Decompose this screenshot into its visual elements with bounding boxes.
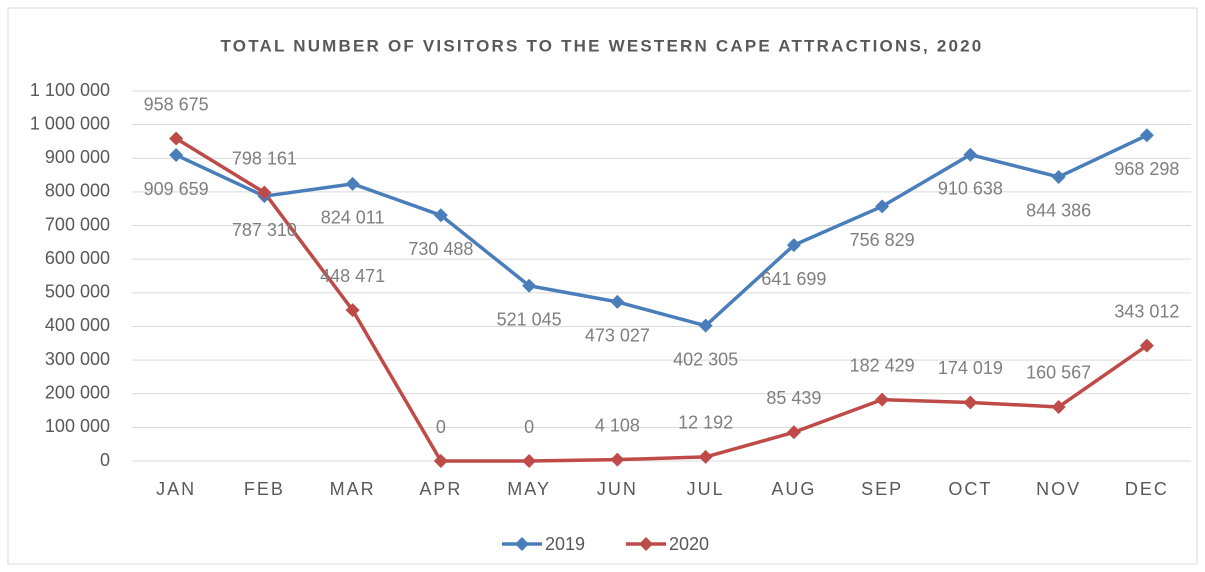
x-tick-label: JUN [597, 479, 638, 499]
data-label: 798 161 [232, 148, 297, 168]
marker [610, 294, 625, 309]
marker [169, 148, 184, 163]
data-label: 787 310 [232, 220, 297, 240]
marker [522, 454, 537, 468]
marker [875, 392, 890, 407]
series-line [175, 133, 1148, 328]
data-label: 448 471 [320, 266, 385, 286]
marker [698, 449, 713, 464]
x-tick-label: FEB [244, 479, 285, 499]
marker [433, 454, 448, 468]
x-tick-label: MAY [507, 479, 551, 499]
x-tick-label: SEP [861, 479, 903, 499]
x-tick-label: JUL [687, 479, 725, 499]
chart-border [7, 7, 1198, 565]
data-label: 343 012 [1114, 301, 1179, 321]
y-tick-label: 800 000 [45, 181, 110, 201]
x-tick-label: AUG [771, 479, 816, 499]
y-tick-label: 1 100 000 [30, 80, 110, 100]
marker [963, 147, 978, 162]
data-label: 402 305 [673, 349, 738, 369]
data-label: 4 108 [595, 415, 640, 435]
data-label: 958 675 [144, 94, 209, 114]
series-line [175, 137, 1148, 463]
data-label: 909 659 [144, 179, 209, 199]
marker [786, 238, 801, 253]
marker [1139, 128, 1154, 143]
legend-marker [515, 537, 529, 551]
marker [345, 176, 360, 191]
marker [786, 425, 801, 440]
marker [698, 318, 713, 333]
data-label: 730 488 [408, 239, 473, 259]
x-tick-label: APR [419, 479, 462, 499]
data-label: 756 829 [850, 230, 915, 250]
marker [1139, 338, 1154, 353]
data-label: 473 027 [585, 326, 650, 346]
chart-title: TOTAL NUMBER OF VISITORS TO THE WESTERN … [221, 36, 984, 55]
marker [257, 185, 272, 200]
marker [1051, 169, 1066, 184]
data-label: 641 699 [761, 269, 826, 289]
y-tick-label: 200 000 [45, 382, 110, 402]
data-label: 521 045 [497, 309, 562, 329]
data-label: 968 298 [1114, 159, 1179, 179]
legend-marker [639, 537, 653, 551]
legend-label: 2019 [545, 534, 585, 554]
y-tick-label: 100 000 [45, 416, 110, 436]
x-tick-label: DEC [1125, 479, 1169, 499]
data-label: 182 429 [850, 355, 915, 375]
x-tick-label: JAN [156, 479, 196, 499]
y-tick-label: 700 000 [45, 214, 110, 234]
x-tick-label: OCT [948, 479, 992, 499]
y-tick-label: 600 000 [45, 248, 110, 268]
marker [1051, 399, 1066, 414]
x-tick-label: MAR [330, 479, 376, 499]
marker [963, 395, 978, 410]
data-label: 0 [524, 417, 534, 437]
marker [433, 208, 448, 223]
y-tick-label: 400 000 [45, 315, 110, 335]
data-label: 85 439 [766, 388, 821, 408]
y-tick-label: 0 [100, 450, 110, 470]
data-label: 0 [436, 417, 446, 437]
marker [169, 131, 184, 146]
y-tick-label: 1 000 000 [30, 113, 110, 133]
marker [345, 303, 360, 318]
y-tick-label: 300 000 [45, 349, 110, 369]
legend-label: 2020 [669, 534, 709, 554]
marker [875, 199, 890, 214]
marker [610, 452, 625, 467]
data-label: 824 011 [321, 208, 385, 228]
data-label: 174 019 [938, 358, 1003, 378]
y-tick-label: 500 000 [45, 282, 110, 302]
data-label: 160 567 [1026, 363, 1091, 383]
y-tick-label: 900 000 [45, 147, 110, 167]
marker [522, 278, 537, 293]
data-label: 12 192 [678, 413, 733, 433]
data-label: 910 638 [938, 178, 1003, 198]
x-tick-label: NOV [1036, 479, 1081, 499]
data-label: 844 386 [1026, 201, 1091, 221]
